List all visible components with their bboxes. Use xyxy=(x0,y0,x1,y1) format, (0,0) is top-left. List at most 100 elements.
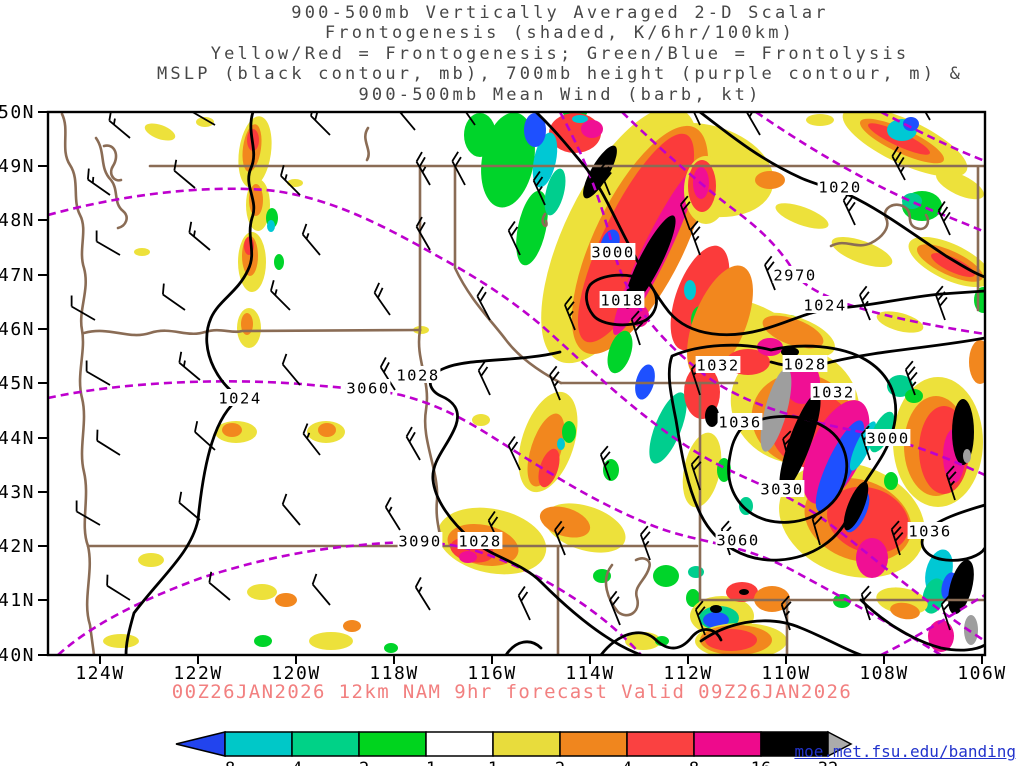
wind-barb xyxy=(689,220,701,256)
shading-blob xyxy=(682,432,722,508)
colorbar-level-label: -2 xyxy=(349,759,369,766)
wind-barb xyxy=(859,285,871,321)
wind-barb xyxy=(191,112,216,126)
wind-barb xyxy=(609,590,621,626)
state-border xyxy=(417,328,443,548)
mslp-contour-label-box xyxy=(907,522,953,539)
mslp-contour-label: 1036 xyxy=(718,414,761,432)
wind-barb xyxy=(173,159,196,189)
shading-blob xyxy=(739,589,749,595)
wind-barb xyxy=(860,425,874,461)
shading-blob xyxy=(247,584,277,600)
lat-tick-label: 47N xyxy=(0,265,35,286)
height-contour-label-box xyxy=(590,243,636,260)
wind-barb xyxy=(405,426,421,461)
shading-blob xyxy=(757,338,783,356)
height-contour xyxy=(755,112,985,234)
lon-tick-label: 112W xyxy=(663,663,712,684)
wind-barb xyxy=(178,351,201,381)
state-border xyxy=(541,212,548,228)
state-border xyxy=(829,203,930,248)
shading-blob xyxy=(779,392,821,492)
wind-barb xyxy=(564,295,576,331)
wind-barb xyxy=(86,168,111,196)
mslp-contour-label: 1020 xyxy=(818,179,861,197)
wind-barb xyxy=(311,573,331,606)
lat-tick-label: 40N xyxy=(0,645,35,666)
shading-blob xyxy=(577,133,695,343)
lon-tick-label: 122W xyxy=(173,663,222,684)
shading-blob xyxy=(705,405,719,427)
lat-tick-label: 48N xyxy=(0,210,35,231)
colorbar-right-arrow xyxy=(827,730,853,758)
mslp-contour-label: 1024 xyxy=(218,390,261,408)
height-contour-label: 3000 xyxy=(866,430,909,448)
wind-barb xyxy=(373,282,391,316)
wind-barb xyxy=(764,255,776,291)
lon-tick-label: 108W xyxy=(859,663,908,684)
height-contour-label-box xyxy=(715,531,761,548)
state-border xyxy=(364,126,370,162)
colorbar-level-label: 4 xyxy=(622,759,632,766)
shading-blob xyxy=(649,392,687,464)
colorbar-segment xyxy=(425,731,494,757)
wind-barb xyxy=(745,112,761,136)
lat-tick-label: 50N xyxy=(0,102,35,123)
mslp-contour xyxy=(698,112,985,279)
height-contour-label: 3090 xyxy=(398,533,441,551)
title-line-5: 900-500mb Mean Wind (barb, kt) xyxy=(358,84,762,105)
shading-blob xyxy=(222,423,242,437)
colorbar-level-label: -8 xyxy=(215,759,235,766)
height-contour xyxy=(57,541,642,655)
mslp-contour-label: 1036 xyxy=(908,523,951,541)
wind-barb xyxy=(415,151,431,186)
mslp-contour-label-box xyxy=(817,178,863,195)
lon-tick-label: 120W xyxy=(271,663,320,684)
shading-blob xyxy=(905,389,923,403)
wind-barb xyxy=(414,576,431,611)
shading-blob xyxy=(275,593,297,607)
state-border xyxy=(453,165,563,385)
state-border xyxy=(60,112,96,655)
colorbar-level-label: 32 xyxy=(818,759,838,766)
wind-barb xyxy=(890,520,904,556)
wind-barb xyxy=(310,112,331,136)
shading-blob xyxy=(831,236,893,268)
wind-barb xyxy=(70,295,96,321)
lon-tick-label: 114W xyxy=(565,663,614,684)
wind-barb xyxy=(379,356,396,391)
mslp-contour-label-box xyxy=(717,413,763,430)
shading-blob xyxy=(309,632,353,650)
mslp-contour-label-box xyxy=(217,389,263,406)
wind-barb xyxy=(694,600,706,636)
shading-blob xyxy=(775,203,829,229)
shading-blob xyxy=(684,280,696,300)
wind-barb xyxy=(507,221,521,256)
website-link[interactable]: moe.met.fsu.edu/banding xyxy=(794,742,1016,761)
shading-blob xyxy=(903,117,919,131)
height-contour-label-box xyxy=(772,266,818,283)
lon-tick-label: 110W xyxy=(761,663,810,684)
wind-barb xyxy=(507,436,521,471)
wind-barb xyxy=(599,160,612,196)
shading-blob xyxy=(931,253,975,277)
forecast-caption: 00Z26JAN2026 12km NAM 9hr forecast Valid… xyxy=(171,681,853,703)
colorbar-segment xyxy=(760,731,829,757)
wind-barb xyxy=(476,286,491,321)
height-contour-label: 2970 xyxy=(773,267,816,285)
shading-blob xyxy=(969,340,985,384)
colorbar-segment xyxy=(693,731,762,757)
lon-tick-label: 116W xyxy=(467,663,516,684)
shading-blob xyxy=(688,566,704,578)
colorbar-level-label: 8 xyxy=(689,759,699,766)
shading-blob xyxy=(922,578,946,614)
lon-tick-label: 124W xyxy=(75,663,124,684)
shading-blob xyxy=(524,113,546,147)
shading-blob xyxy=(952,399,974,465)
shading-blob xyxy=(538,448,560,488)
colorbar-level-label: 16 xyxy=(751,759,771,766)
height-contour xyxy=(48,187,985,643)
shading-blob xyxy=(624,215,676,309)
mslp-contour-label-box xyxy=(810,383,856,400)
lat-tick-label: 46N xyxy=(0,319,35,340)
